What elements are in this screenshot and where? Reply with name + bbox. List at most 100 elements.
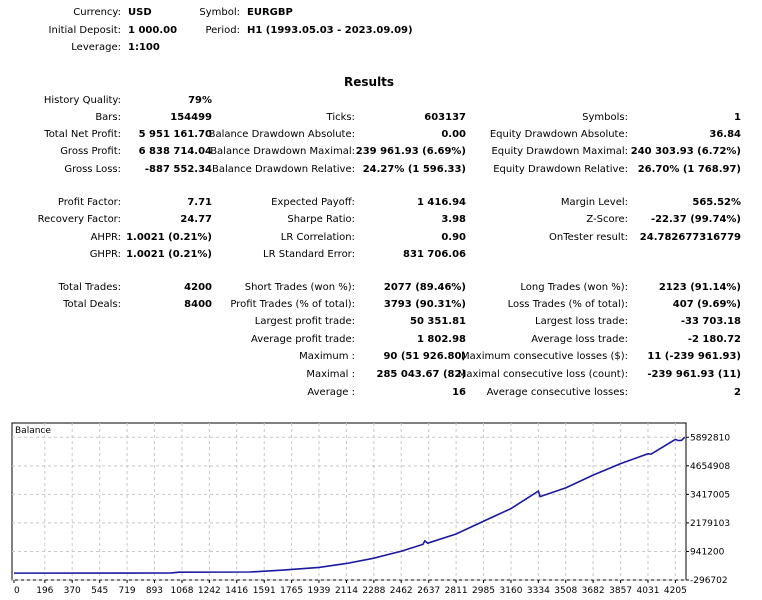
stat-label: Bars: bbox=[95, 112, 121, 123]
y-tick-label: 2179103 bbox=[690, 519, 730, 529]
stat-value: 11 (-239 961.93) bbox=[647, 351, 741, 362]
stat-value: 1.0021 (0.21%) bbox=[126, 232, 212, 243]
currency-value: USD bbox=[128, 7, 152, 18]
x-tick-label: 3334 bbox=[527, 586, 550, 596]
stat-value: 79% bbox=[188, 95, 212, 106]
stat-label: Symbols: bbox=[582, 112, 628, 123]
stat-label: OnTester result: bbox=[548, 232, 628, 243]
stat-label: Maximum : bbox=[299, 351, 355, 362]
stat-value: 3.98 bbox=[441, 214, 466, 225]
stat-label: Average consecutive losses: bbox=[486, 387, 628, 398]
stat-label: Total Trades: bbox=[58, 282, 122, 293]
stat-label: Balance Drawdown Absolute: bbox=[208, 129, 355, 140]
stat-label: Maximal : bbox=[306, 369, 355, 380]
stat-value: -22.37 (99.74%) bbox=[650, 214, 741, 225]
stat-label: AHPR: bbox=[90, 232, 121, 243]
stat-value: 831 706.06 bbox=[403, 249, 466, 260]
y-tick-label: 5892810 bbox=[690, 433, 730, 443]
stat-label: Largest loss trade: bbox=[535, 316, 628, 327]
x-tick-label: 545 bbox=[91, 586, 108, 596]
stat-label: Balance Drawdown Maximal: bbox=[210, 146, 355, 157]
stat-value: 24.782677316779 bbox=[639, 232, 741, 243]
stat-label: Long Trades (won %): bbox=[520, 282, 628, 293]
stat-label: Average profit trade: bbox=[250, 334, 355, 345]
stat-label: Total Net Profit: bbox=[44, 129, 121, 140]
deposit-value: 1 000.00 bbox=[128, 25, 178, 36]
stat-label: History Quality: bbox=[43, 95, 121, 106]
stat-label: Margin Level: bbox=[560, 197, 628, 208]
stat-label: Gross Profit: bbox=[60, 146, 121, 157]
stat-value: 4200 bbox=[184, 282, 212, 293]
x-tick-label: 1591 bbox=[253, 586, 276, 596]
plot-frame bbox=[11, 422, 687, 581]
stat-label: Sharpe Ratio: bbox=[287, 214, 355, 225]
stat-value: -2 180.72 bbox=[687, 334, 741, 345]
period-value: H1 (1993.05.03 - 2023.09.09) bbox=[247, 25, 413, 36]
stat-value: 239 961.93 (6.69%) bbox=[355, 146, 466, 157]
stat-label: Maximum consecutive losses ($): bbox=[461, 351, 628, 362]
x-tick-label: 719 bbox=[118, 586, 135, 596]
stat-label: Maximal consecutive loss (count): bbox=[457, 369, 628, 380]
stat-value: -33 703.18 bbox=[680, 316, 741, 327]
stat-label: Equity Drawdown Maximal: bbox=[491, 146, 628, 157]
stat-value: 24.27% (1 596.33) bbox=[362, 164, 466, 175]
stat-value: 1 802.98 bbox=[416, 334, 466, 345]
stat-value: 26.70% (1 768.97) bbox=[637, 164, 741, 175]
leverage-label: Leverage: bbox=[71, 42, 121, 53]
stat-label: Average loss trade: bbox=[531, 334, 628, 345]
results-title: Results bbox=[344, 75, 395, 89]
x-tick-label: 3160 bbox=[500, 586, 523, 596]
stat-label: Profit Factor: bbox=[57, 197, 121, 208]
x-tick-label: 2637 bbox=[417, 586, 440, 596]
stat-value: 2077 (89.46%) bbox=[383, 282, 466, 293]
deposit-label: Initial Deposit: bbox=[48, 25, 121, 36]
stat-value: 2123 (91.14%) bbox=[658, 282, 741, 293]
stat-label: Expected Payoff: bbox=[271, 197, 355, 208]
stat-label: Balance Drawdown Relative: bbox=[211, 164, 355, 175]
y-tick-label: -296702 bbox=[690, 576, 728, 586]
currency-label: Currency: bbox=[73, 7, 121, 18]
x-tick-label: 370 bbox=[64, 586, 81, 596]
chart-title: Balance bbox=[15, 426, 51, 436]
stat-label: Average : bbox=[307, 387, 355, 398]
stat-value: -887 552.34 bbox=[144, 164, 212, 175]
period-label: Period: bbox=[205, 25, 240, 36]
stat-value: 90 (51 926.80) bbox=[383, 351, 466, 362]
stat-value: 603137 bbox=[424, 112, 466, 123]
stat-value: 1 416.94 bbox=[416, 197, 466, 208]
stat-label: Profit Trades (% of total): bbox=[230, 299, 355, 310]
stat-label: Equity Drawdown Relative: bbox=[493, 164, 628, 175]
stat-value: 50 351.81 bbox=[410, 316, 466, 327]
symbol-label: Symbol: bbox=[199, 7, 240, 18]
stat-label: Gross Loss: bbox=[64, 164, 121, 175]
x-tick-label: 1416 bbox=[225, 586, 248, 596]
stat-value: 16 bbox=[452, 387, 466, 398]
stat-label: Short Trades (won %): bbox=[244, 282, 355, 293]
stat-value: 2 bbox=[734, 387, 741, 398]
x-tick-label: 2288 bbox=[362, 586, 385, 596]
x-tick-label: 2985 bbox=[472, 586, 495, 596]
stat-label: Z-Score: bbox=[586, 214, 628, 225]
x-tick-label: 1068 bbox=[171, 586, 194, 596]
x-tick-label: 3508 bbox=[554, 586, 577, 596]
stat-value: 8400 bbox=[184, 299, 212, 310]
x-tick-label: 3857 bbox=[609, 586, 632, 596]
x-tick-label: 196 bbox=[36, 586, 53, 596]
stat-value: 6 838 714.04 bbox=[138, 146, 212, 157]
x-tick-label: 2462 bbox=[390, 586, 413, 596]
stat-label: Ticks: bbox=[326, 112, 355, 123]
x-tick-label: 1765 bbox=[280, 586, 303, 596]
leverage-value: 1:100 bbox=[128, 42, 160, 53]
stat-label: Total Deals: bbox=[63, 299, 121, 310]
stat-value: 0.00 bbox=[441, 129, 466, 140]
stat-label: Loss Trades (% of total): bbox=[507, 299, 628, 310]
stat-value: 5 951 161.70 bbox=[138, 129, 212, 140]
stat-value: 240 303.93 (6.72%) bbox=[630, 146, 741, 157]
stat-value: 1.0021 (0.21%) bbox=[126, 249, 212, 260]
stat-value: 285 043.67 (82) bbox=[376, 369, 466, 380]
stat-label: Largest profit trade: bbox=[254, 316, 355, 327]
stat-label: Recovery Factor: bbox=[37, 214, 121, 225]
x-tick-label: 2811 bbox=[445, 586, 468, 596]
balance-chart: 5892810 4654908 3417005 2179103 941200 -29670… bbox=[11, 422, 730, 596]
stat-value: 36.84 bbox=[709, 129, 741, 140]
